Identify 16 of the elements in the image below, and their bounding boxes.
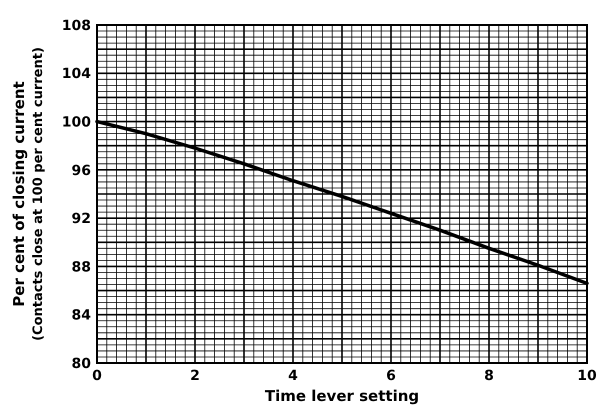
x-tick-label: 0 [92,368,102,384]
y-tick-label: 92 [72,211,91,228]
y-tick-label: 84 [72,308,92,324]
y-tick-label: 104 [62,66,92,82]
y-tick-label: 96 [72,162,91,179]
x-tick-label: 2 [190,368,200,384]
x-tick-label: 6 [386,368,396,384]
x-tick-label: 8 [484,368,494,384]
y-tick-label: 88 [72,259,91,276]
x-axis-title: Time lever setting [264,387,420,405]
y-tick-label: 100 [62,114,92,130]
y-tick-label: 108 [62,18,91,34]
y-axis-title: Per cent of closing current (Contacts close at 100 per cent current) [10,47,46,341]
y-tick-label: 80 [72,356,92,372]
x-tick-label: 10 [577,368,597,384]
x-tick-label: 4 [288,368,298,384]
